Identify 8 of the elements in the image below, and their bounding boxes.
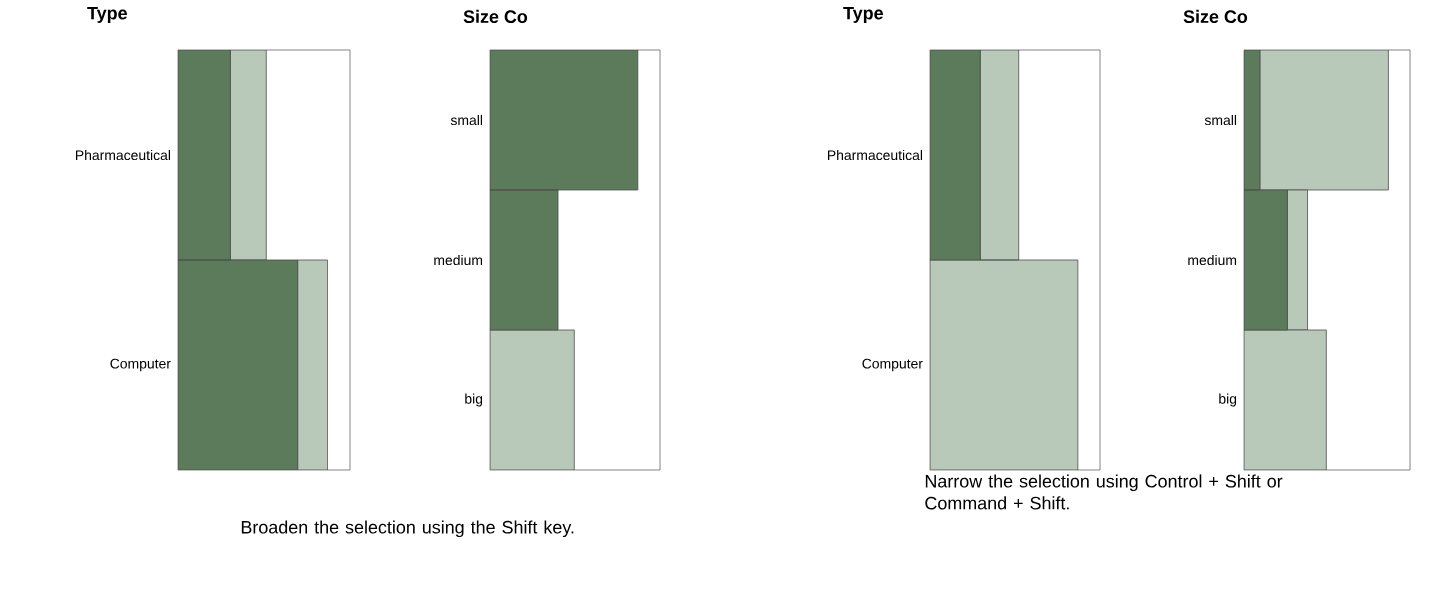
bar [297, 259, 328, 470]
chart-title: Size Co [463, 9, 528, 24]
chart-title: Size Co [1183, 9, 1248, 24]
chart-title: Type [843, 6, 883, 23]
text: Narrow the selection using Control + Shift or Command + Shift. [925, 474, 1283, 510]
text: Broaden the selection using the Shift key. [241, 520, 574, 538]
chart-title: Type [87, 6, 127, 23]
bar [229, 49, 267, 261]
